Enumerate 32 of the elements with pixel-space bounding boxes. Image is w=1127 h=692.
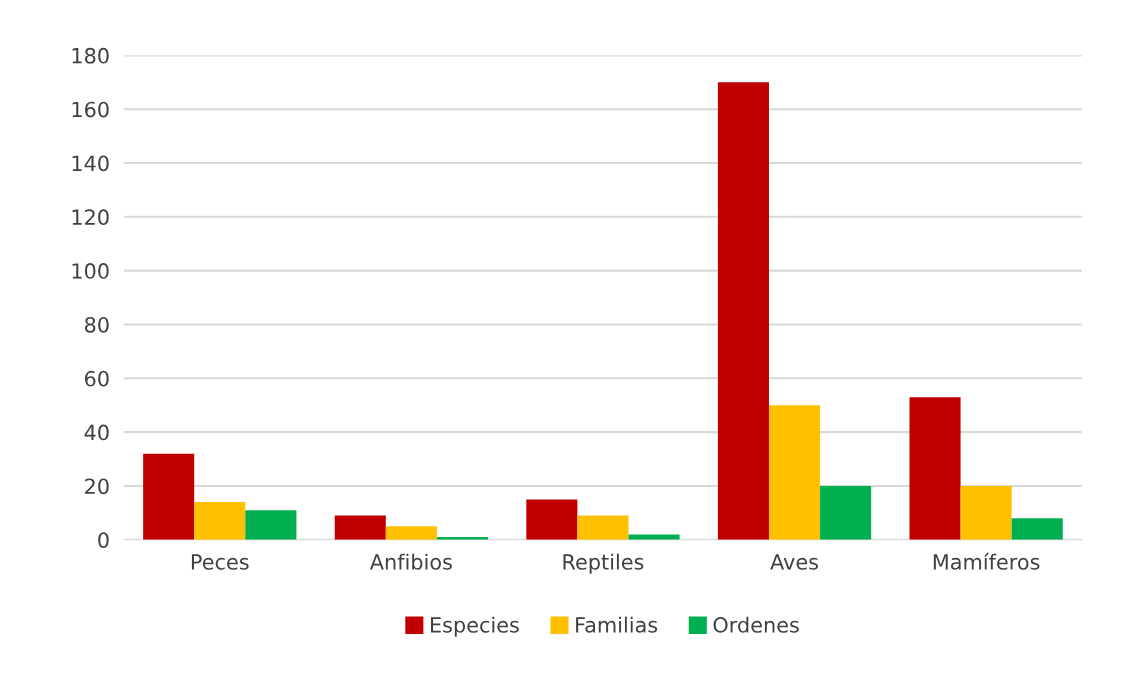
bar [909,397,961,540]
bar [526,499,578,540]
bar [194,502,246,540]
y-tick-label: 120 [72,209,109,226]
bar [768,405,821,540]
bar [960,485,1012,540]
y-tick-label: 140 [72,155,109,172]
legend-label: Ordenes [713,616,799,633]
legend-label: Especies [430,616,519,637]
y-tick-label: 80 [84,316,109,333]
y-tick-label: 20 [85,478,109,495]
bar [334,515,386,540]
bar [577,515,629,540]
legend-label: Familias [576,616,658,633]
x-tick-label: Aves [770,554,819,570]
x-tick-label: Anfibios [369,553,452,570]
bar [717,82,769,540]
x-tick-label: Mamíferos [933,552,1040,570]
bar [1011,518,1063,540]
bar [245,510,297,540]
y-tick-label: 160 [72,101,109,118]
x-tick-label: Peces [191,554,249,570]
y-tick-label: 0 [98,532,109,548]
x-tick-label: Reptiles [563,553,644,574]
y-tick-label: 40 [84,424,109,441]
y-tick-label: 180 [72,47,109,64]
bar [628,534,680,540]
bar [385,526,437,540]
bar [143,453,195,540]
y-tick-label: 100 [72,263,109,279]
bar [820,485,872,540]
y-tick-label: 60 [85,370,109,387]
